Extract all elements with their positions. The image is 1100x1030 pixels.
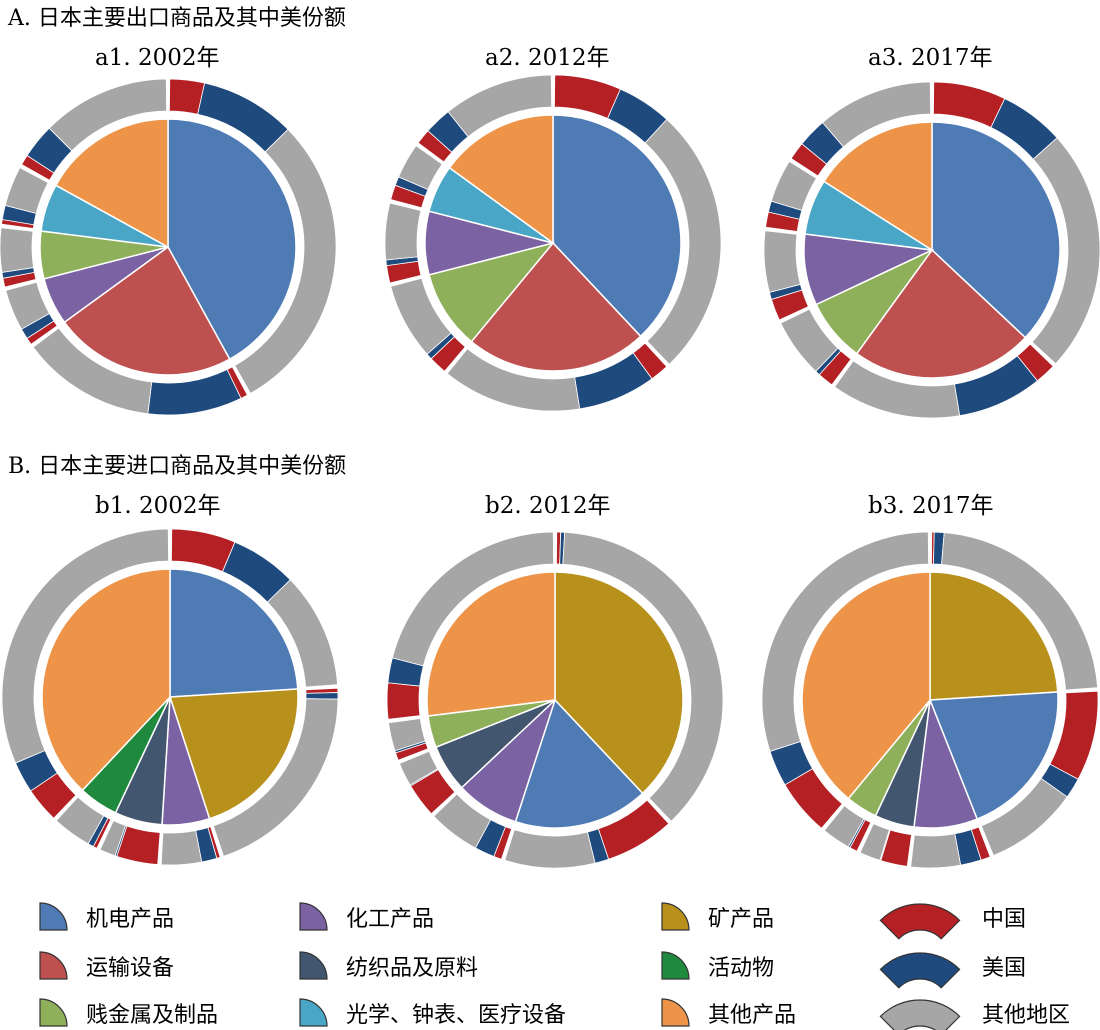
legend-label: 中国 bbox=[982, 907, 1026, 932]
legend-swatch bbox=[662, 903, 689, 930]
legend-swatch bbox=[300, 952, 327, 979]
legend-item-transport: 运输设备 bbox=[40, 952, 174, 981]
legend-swatch bbox=[880, 953, 959, 988]
legend-swatch bbox=[300, 999, 327, 1026]
legend-item-chem: 化工产品 bbox=[300, 903, 434, 932]
section-title-export: A. 日本主要出口商品及其中美份额 bbox=[7, 6, 346, 31]
legend-label: 贱金属及制品 bbox=[86, 1003, 218, 1028]
legend-swatch bbox=[40, 952, 67, 979]
legend-item-rest: 其他地区 bbox=[880, 1000, 1070, 1030]
ring-chem-rest bbox=[911, 834, 961, 868]
chart-title: a2. 2012年 bbox=[485, 45, 610, 71]
legend-swatch bbox=[40, 999, 67, 1026]
legend-swatch bbox=[662, 999, 689, 1026]
legend-item-mineral: 矿产品 bbox=[662, 903, 774, 932]
legend-label: 美国 bbox=[982, 956, 1026, 981]
legend-item-animal: 活动物 bbox=[662, 952, 774, 981]
legend-item-textile: 纺织品及原料 bbox=[300, 952, 478, 981]
legend-label: 化工产品 bbox=[346, 907, 434, 932]
ring-chem-rest bbox=[385, 203, 421, 260]
ring-mineral-usa bbox=[306, 693, 338, 700]
legend-item-optical: 光学、钟表、医疗设备 bbox=[300, 999, 566, 1028]
legend-swatch bbox=[300, 903, 327, 930]
legend-swatch bbox=[880, 904, 959, 939]
ring-chem-rest bbox=[764, 231, 800, 293]
ring-mech-rest bbox=[505, 830, 595, 868]
chart-title: b1. 2002年 bbox=[95, 493, 221, 519]
legend-swatch bbox=[40, 903, 67, 930]
legend-item-other: 其他产品 bbox=[662, 999, 796, 1028]
legend-label: 其他地区 bbox=[982, 1003, 1070, 1028]
pie-chart-6: b3. 2017年 bbox=[762, 493, 1098, 868]
legend-label: 矿产品 bbox=[708, 907, 774, 932]
chart-title: b2. 2012年 bbox=[485, 493, 611, 519]
legend-item-mech: 机电产品 bbox=[40, 903, 174, 932]
legend-item-metal: 贱金属及制品 bbox=[40, 999, 218, 1028]
legend-swatch bbox=[880, 1000, 959, 1030]
chart-title: b3. 2017年 bbox=[868, 493, 994, 519]
ring-transport-usa bbox=[148, 369, 241, 415]
legend-label: 活动物 bbox=[708, 956, 774, 981]
pie-chart-4: b1. 2002年 bbox=[2, 493, 338, 865]
legend-item-usa: 美国 bbox=[880, 953, 1026, 988]
legend-label: 光学、钟表、医疗设备 bbox=[346, 1003, 566, 1028]
legend-swatch bbox=[662, 952, 689, 979]
chart-title: a1. 2002年 bbox=[95, 45, 220, 71]
ring-other-china bbox=[387, 683, 420, 720]
legend-label: 运输设备 bbox=[86, 956, 174, 981]
pie-chart-1: a1. 2002年 bbox=[0, 45, 336, 415]
pie-chart-2: a2. 2012年 bbox=[385, 45, 721, 411]
legend-item-china: 中国 bbox=[880, 904, 1026, 939]
legend-label: 纺织品及原料 bbox=[346, 956, 478, 981]
pie-chart-3: a3. 2017年 bbox=[764, 45, 1100, 418]
section-title-import: B. 日本主要进口商品及其中美份额 bbox=[8, 454, 346, 479]
ring-metal-rest bbox=[0, 228, 34, 273]
legend-label: 机电产品 bbox=[86, 907, 174, 932]
pie-chart-5: b2. 2012年 bbox=[387, 493, 723, 868]
legend-label: 其他产品 bbox=[708, 1003, 796, 1028]
ring-chem-rest bbox=[161, 831, 201, 865]
chart-title: a3. 2017年 bbox=[868, 45, 993, 71]
